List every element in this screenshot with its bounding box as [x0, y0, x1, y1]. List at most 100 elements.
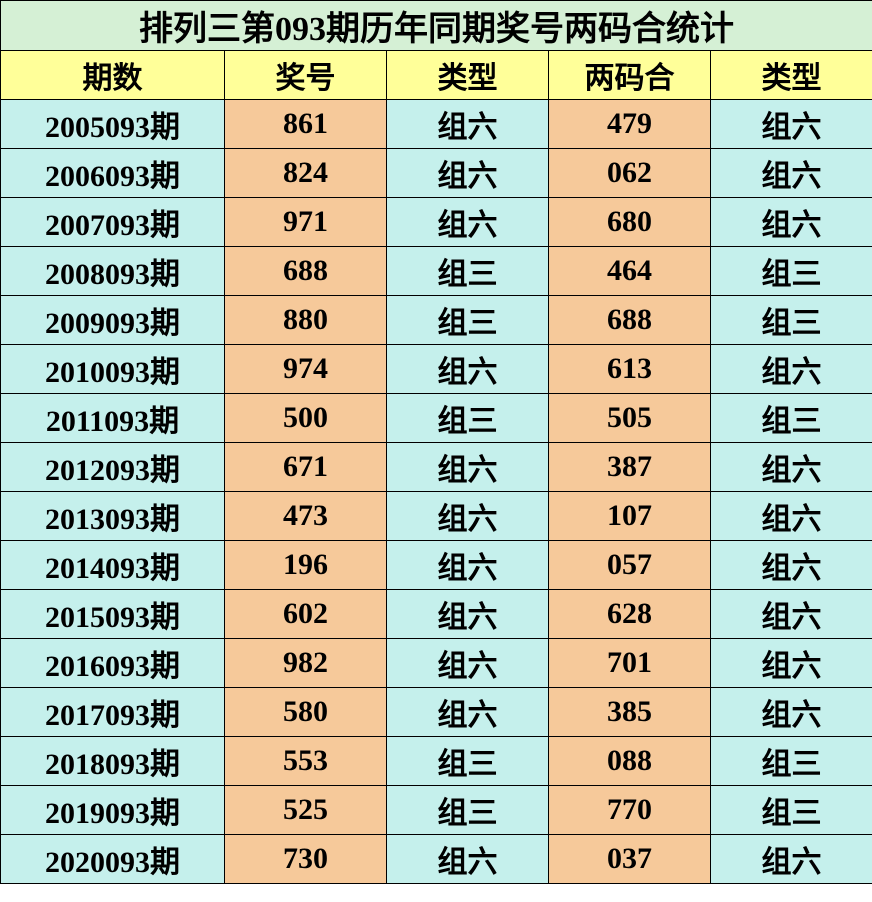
cell-type1: 组六 — [387, 590, 549, 639]
cell-type2: 组六 — [711, 541, 872, 590]
lottery-stats-table: 排列三第093期历年同期奖号两码合统计 期数 奖号 类型 两码合 类型 2005… — [0, 0, 872, 884]
cell-type1: 组六 — [387, 639, 549, 688]
cell-type2: 组六 — [711, 492, 872, 541]
cell-num: 500 — [225, 394, 387, 443]
cell-sum: 107 — [549, 492, 711, 541]
cell-num: 982 — [225, 639, 387, 688]
cell-type2: 组六 — [711, 100, 872, 149]
cell-period: 2013093期 — [1, 492, 225, 541]
table-row: 2009093期880组三688组三 — [1, 296, 872, 345]
table-row: 2015093期602组六628组六 — [1, 590, 872, 639]
cell-type1: 组六 — [387, 688, 549, 737]
cell-type2: 组六 — [711, 149, 872, 198]
cell-sum: 505 — [549, 394, 711, 443]
table-row: 2007093期971组六680组六 — [1, 198, 872, 247]
table-row: 2018093期553组三088组三 — [1, 737, 872, 786]
table-title: 排列三第093期历年同期奖号两码合统计 — [1, 1, 872, 51]
cell-sum: 628 — [549, 590, 711, 639]
cell-period: 2015093期 — [1, 590, 225, 639]
table-row: 2010093期974组六613组六 — [1, 345, 872, 394]
cell-sum: 464 — [549, 247, 711, 296]
cell-type2: 组六 — [711, 688, 872, 737]
table-row: 2005093期861组六479组六 — [1, 100, 872, 149]
table-row: 2006093期824组六062组六 — [1, 149, 872, 198]
cell-sum: 688 — [549, 296, 711, 345]
cell-type2: 组三 — [711, 737, 872, 786]
cell-period: 2018093期 — [1, 737, 225, 786]
cell-num: 671 — [225, 443, 387, 492]
cell-period: 2020093期 — [1, 835, 225, 884]
cell-period: 2006093期 — [1, 149, 225, 198]
title-row: 排列三第093期历年同期奖号两码合统计 — [1, 1, 872, 51]
cell-type2: 组三 — [711, 394, 872, 443]
cell-period: 2017093期 — [1, 688, 225, 737]
cell-num: 730 — [225, 835, 387, 884]
cell-sum: 037 — [549, 835, 711, 884]
cell-type1: 组三 — [387, 737, 549, 786]
cell-type2: 组六 — [711, 443, 872, 492]
cell-type1: 组三 — [387, 786, 549, 835]
cell-period: 2009093期 — [1, 296, 225, 345]
cell-type1: 组六 — [387, 100, 549, 149]
cell-sum: 680 — [549, 198, 711, 247]
cell-type1: 组六 — [387, 345, 549, 394]
cell-sum: 387 — [549, 443, 711, 492]
cell-num: 580 — [225, 688, 387, 737]
header-type2: 类型 — [711, 51, 872, 100]
cell-num: 525 — [225, 786, 387, 835]
header-row: 期数 奖号 类型 两码合 类型 — [1, 51, 872, 100]
header-num: 奖号 — [225, 51, 387, 100]
cell-sum: 479 — [549, 100, 711, 149]
cell-period: 2019093期 — [1, 786, 225, 835]
cell-num: 974 — [225, 345, 387, 394]
cell-period: 2008093期 — [1, 247, 225, 296]
cell-type2: 组三 — [711, 786, 872, 835]
cell-period: 2014093期 — [1, 541, 225, 590]
cell-num: 602 — [225, 590, 387, 639]
cell-type2: 组六 — [711, 590, 872, 639]
cell-type1: 组六 — [387, 492, 549, 541]
table-row: 2019093期525组三770组三 — [1, 786, 872, 835]
cell-type1: 组六 — [387, 835, 549, 884]
cell-num: 861 — [225, 100, 387, 149]
cell-sum: 062 — [549, 149, 711, 198]
cell-num: 553 — [225, 737, 387, 786]
cell-period: 2007093期 — [1, 198, 225, 247]
cell-type2: 组六 — [711, 835, 872, 884]
cell-num: 880 — [225, 296, 387, 345]
cell-type2: 组三 — [711, 247, 872, 296]
cell-sum: 701 — [549, 639, 711, 688]
data-table: 排列三第093期历年同期奖号两码合统计 期数 奖号 类型 两码合 类型 2005… — [0, 0, 872, 884]
table-row: 2014093期196组六057组六 — [1, 541, 872, 590]
cell-sum: 088 — [549, 737, 711, 786]
cell-period: 2005093期 — [1, 100, 225, 149]
table-row: 2012093期671组六387组六 — [1, 443, 872, 492]
cell-period: 2012093期 — [1, 443, 225, 492]
cell-num: 971 — [225, 198, 387, 247]
cell-type1: 组六 — [387, 198, 549, 247]
cell-type2: 组六 — [711, 345, 872, 394]
table-row: 2016093期982组六701组六 — [1, 639, 872, 688]
table-row: 2017093期580组六385组六 — [1, 688, 872, 737]
cell-num: 824 — [225, 149, 387, 198]
cell-type2: 组三 — [711, 296, 872, 345]
cell-sum: 057 — [549, 541, 711, 590]
cell-num: 196 — [225, 541, 387, 590]
cell-type1: 组三 — [387, 296, 549, 345]
table-row: 2020093期730组六037组六 — [1, 835, 872, 884]
cell-period: 2011093期 — [1, 394, 225, 443]
cell-type1: 组三 — [387, 247, 549, 296]
table-row: 2013093期473组六107组六 — [1, 492, 872, 541]
table-row: 2011093期500组三505组三 — [1, 394, 872, 443]
cell-type1: 组六 — [387, 541, 549, 590]
cell-period: 2016093期 — [1, 639, 225, 688]
header-sum: 两码合 — [549, 51, 711, 100]
cell-sum: 385 — [549, 688, 711, 737]
cell-sum: 770 — [549, 786, 711, 835]
header-type1: 类型 — [387, 51, 549, 100]
cell-type1: 组六 — [387, 149, 549, 198]
cell-type1: 组三 — [387, 394, 549, 443]
header-period: 期数 — [1, 51, 225, 100]
cell-type2: 组六 — [711, 198, 872, 247]
cell-type1: 组六 — [387, 443, 549, 492]
